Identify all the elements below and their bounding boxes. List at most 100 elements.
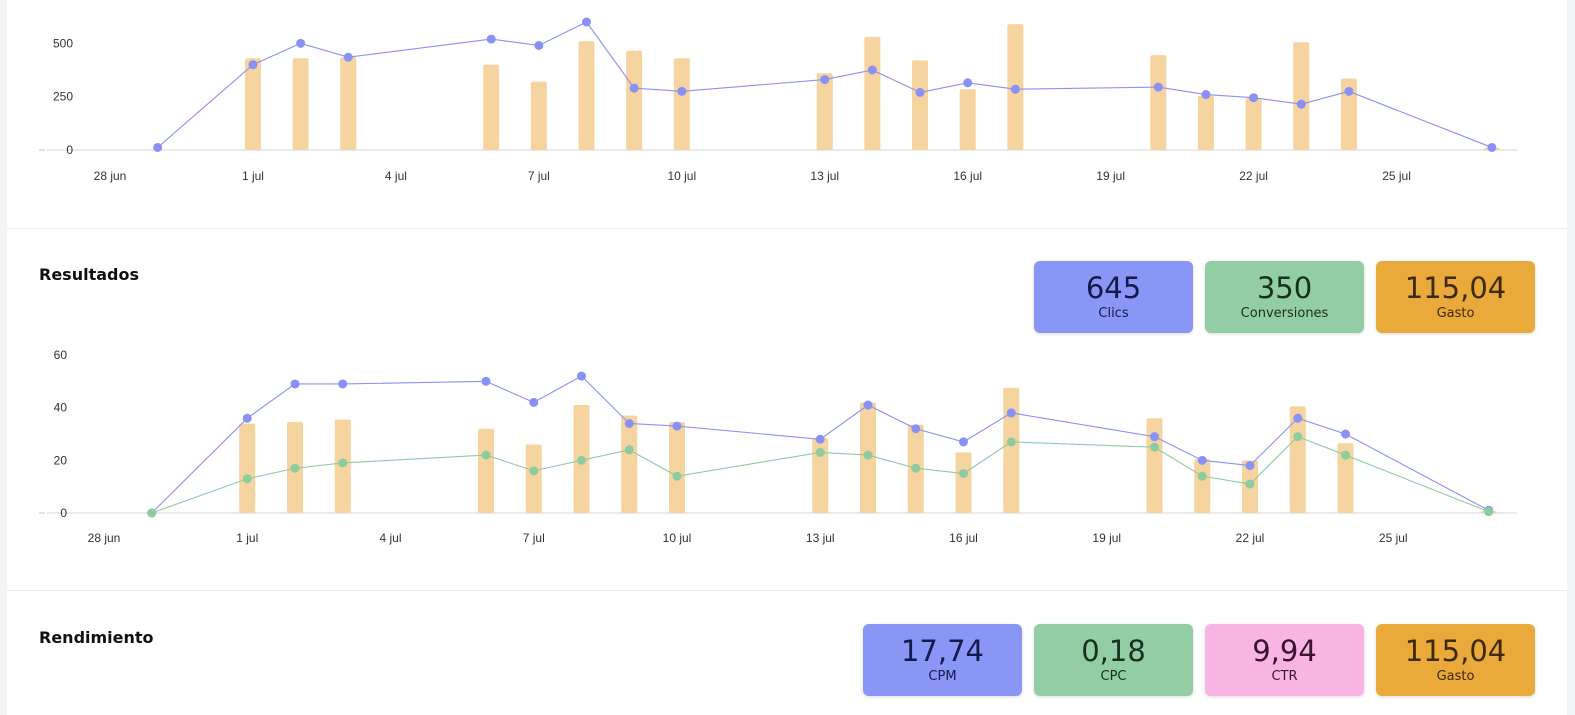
data-point[interactable] bbox=[677, 86, 687, 96]
data-point[interactable] bbox=[338, 379, 348, 389]
bar[interactable] bbox=[864, 36, 881, 150]
bar[interactable] bbox=[1340, 78, 1357, 150]
data-point[interactable] bbox=[290, 379, 300, 389]
data-point[interactable] bbox=[672, 421, 682, 431]
data-point[interactable] bbox=[1344, 86, 1354, 96]
data-point[interactable] bbox=[624, 445, 634, 455]
metric-card-cpc: 0,18 CPC bbox=[1034, 624, 1193, 696]
bar[interactable] bbox=[1197, 95, 1214, 150]
data-point[interactable] bbox=[481, 376, 491, 386]
data-point[interactable] bbox=[1249, 93, 1259, 103]
bar[interactable] bbox=[292, 58, 309, 151]
data-point[interactable] bbox=[1293, 432, 1303, 442]
data-point[interactable] bbox=[1153, 82, 1163, 92]
data-point[interactable] bbox=[147, 508, 157, 518]
bar[interactable] bbox=[244, 58, 261, 151]
data-point[interactable] bbox=[242, 413, 252, 423]
data-point[interactable] bbox=[867, 65, 877, 75]
data-point[interactable] bbox=[296, 38, 306, 48]
data-point[interactable] bbox=[1150, 432, 1159, 442]
data-point[interactable] bbox=[153, 142, 163, 152]
data-point[interactable] bbox=[820, 75, 830, 85]
data-point[interactable] bbox=[534, 40, 544, 50]
data-point[interactable] bbox=[911, 424, 921, 434]
metric-label: Gasto bbox=[1436, 668, 1475, 684]
data-point[interactable] bbox=[486, 34, 496, 44]
data-point[interactable] bbox=[1296, 99, 1306, 109]
bar[interactable] bbox=[673, 58, 690, 151]
data-point[interactable] bbox=[1006, 408, 1016, 418]
bar[interactable] bbox=[812, 437, 829, 513]
bar[interactable] bbox=[816, 73, 833, 150]
bar[interactable] bbox=[530, 81, 547, 150]
data-point[interactable] bbox=[963, 78, 973, 88]
performance-cards: 17,74 CPM 0,18 CPC 9,94 CTR 115,04 Gasto bbox=[863, 624, 1535, 696]
results-title: Resultados bbox=[39, 265, 139, 284]
data-point[interactable] bbox=[915, 87, 925, 97]
data-point[interactable] bbox=[1341, 450, 1350, 460]
data-point[interactable] bbox=[1341, 429, 1350, 439]
data-point[interactable] bbox=[959, 469, 968, 478]
data-point[interactable] bbox=[290, 463, 300, 473]
metric-card-gasto: 115,04 Gasto bbox=[1376, 624, 1535, 696]
bar[interactable] bbox=[1293, 42, 1310, 151]
x-tick-label: 19 jul bbox=[1092, 531, 1121, 545]
data-point[interactable] bbox=[1293, 413, 1303, 423]
bar[interactable] bbox=[483, 64, 500, 150]
data-point[interactable] bbox=[911, 463, 921, 473]
data-point[interactable] bbox=[624, 418, 634, 428]
x-tick-label: 25 jul bbox=[1379, 531, 1408, 545]
data-point[interactable] bbox=[1245, 461, 1255, 471]
y-tick-label: 20 bbox=[54, 453, 68, 467]
bar[interactable] bbox=[340, 57, 357, 151]
data-point[interactable] bbox=[248, 60, 258, 70]
data-point[interactable] bbox=[481, 450, 491, 460]
data-point[interactable] bbox=[863, 400, 873, 410]
bar[interactable] bbox=[626, 50, 643, 150]
bar[interactable] bbox=[578, 41, 595, 151]
data-point[interactable] bbox=[529, 397, 539, 407]
bar[interactable] bbox=[478, 428, 494, 513]
bar[interactable] bbox=[1289, 406, 1306, 513]
data-point[interactable] bbox=[629, 83, 639, 93]
data-point[interactable] bbox=[529, 466, 539, 476]
data-point[interactable] bbox=[1197, 471, 1207, 481]
bar[interactable] bbox=[1146, 418, 1163, 513]
data-point[interactable] bbox=[242, 474, 252, 484]
data-point[interactable] bbox=[1201, 90, 1211, 100]
bar[interactable] bbox=[1194, 459, 1211, 513]
data-point[interactable] bbox=[672, 471, 682, 481]
data-point[interactable] bbox=[1006, 437, 1016, 447]
bar[interactable] bbox=[669, 422, 685, 513]
x-tick-label: 1 jul bbox=[236, 531, 258, 545]
bar[interactable] bbox=[1003, 387, 1020, 513]
bar[interactable] bbox=[1245, 97, 1262, 150]
data-point[interactable] bbox=[1010, 84, 1020, 94]
bar[interactable] bbox=[959, 89, 976, 150]
data-point[interactable] bbox=[577, 455, 586, 465]
bar[interactable] bbox=[621, 415, 638, 513]
data-point[interactable] bbox=[577, 371, 586, 381]
data-point[interactable] bbox=[1245, 479, 1255, 489]
data-point[interactable] bbox=[1487, 142, 1497, 152]
data-point[interactable] bbox=[582, 17, 591, 27]
metric-value: 17,74 bbox=[900, 633, 985, 668]
bar[interactable] bbox=[955, 452, 972, 513]
bar[interactable] bbox=[239, 423, 256, 513]
bar[interactable] bbox=[912, 60, 929, 150]
data-point[interactable] bbox=[1150, 442, 1159, 452]
data-point[interactable] bbox=[338, 458, 348, 468]
bar[interactable] bbox=[525, 444, 542, 513]
bar[interactable] bbox=[1150, 55, 1167, 150]
data-point[interactable] bbox=[1197, 455, 1207, 465]
data-point[interactable] bbox=[343, 52, 353, 62]
dashboard-page: 0 250 500 28 jun 1 jul 4 jul 7 jul 10 jul 13 jul… bbox=[7, 0, 1567, 715]
series-line bbox=[151, 375, 1490, 514]
data-point[interactable] bbox=[1484, 507, 1494, 517]
data-point[interactable] bbox=[815, 434, 825, 444]
bar[interactable] bbox=[1337, 443, 1354, 513]
data-point[interactable] bbox=[863, 450, 873, 460]
data-point[interactable] bbox=[815, 447, 825, 457]
metric-label: Clics bbox=[1098, 305, 1129, 321]
data-point[interactable] bbox=[959, 437, 968, 447]
